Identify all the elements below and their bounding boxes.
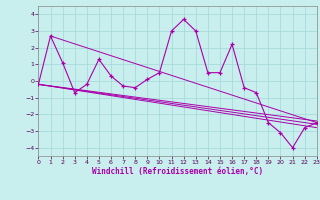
X-axis label: Windchill (Refroidissement éolien,°C): Windchill (Refroidissement éolien,°C) [92,167,263,176]
